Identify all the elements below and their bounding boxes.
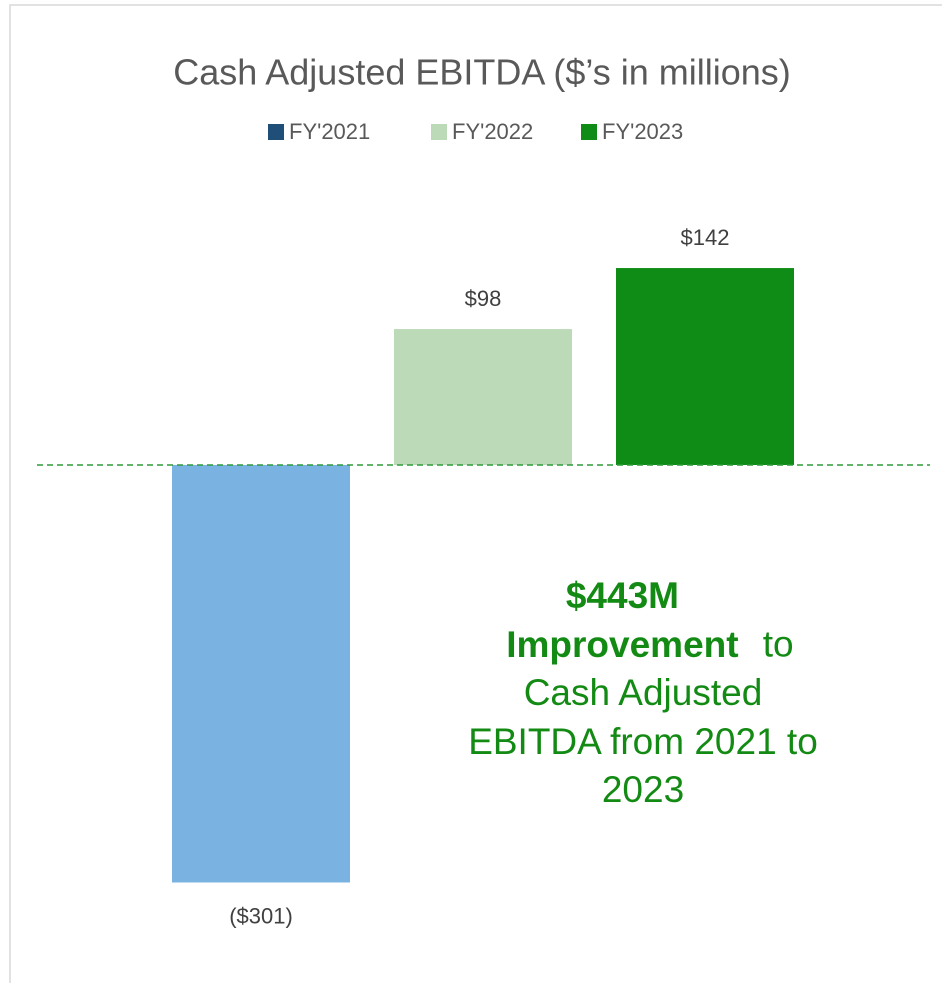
value-label: $142	[681, 225, 730, 250]
annotation-text: to Cash Adjusted EBITDA from 2021 to 202…	[468, 623, 818, 811]
bar	[172, 465, 350, 883]
legend-swatch	[268, 124, 284, 140]
legend-label: FY'2023	[602, 119, 683, 144]
bar	[394, 329, 572, 465]
legend-swatch	[431, 124, 447, 140]
annotation-highlight: $443M Improvement	[506, 575, 739, 665]
legend-label: FY'2021	[289, 119, 370, 144]
bar	[616, 268, 794, 465]
annotation: $443M Improvement to Cash Adjusted EBITD…	[458, 572, 828, 815]
value-label: $98	[465, 286, 502, 311]
legend-label: FY'2022	[452, 119, 533, 144]
value-label: ($301)	[229, 903, 293, 928]
chart-border	[9, 4, 942, 983]
legend-swatch	[581, 124, 597, 140]
chart-title: Cash Adjusted EBITDA ($’s in millions)	[173, 52, 791, 93]
